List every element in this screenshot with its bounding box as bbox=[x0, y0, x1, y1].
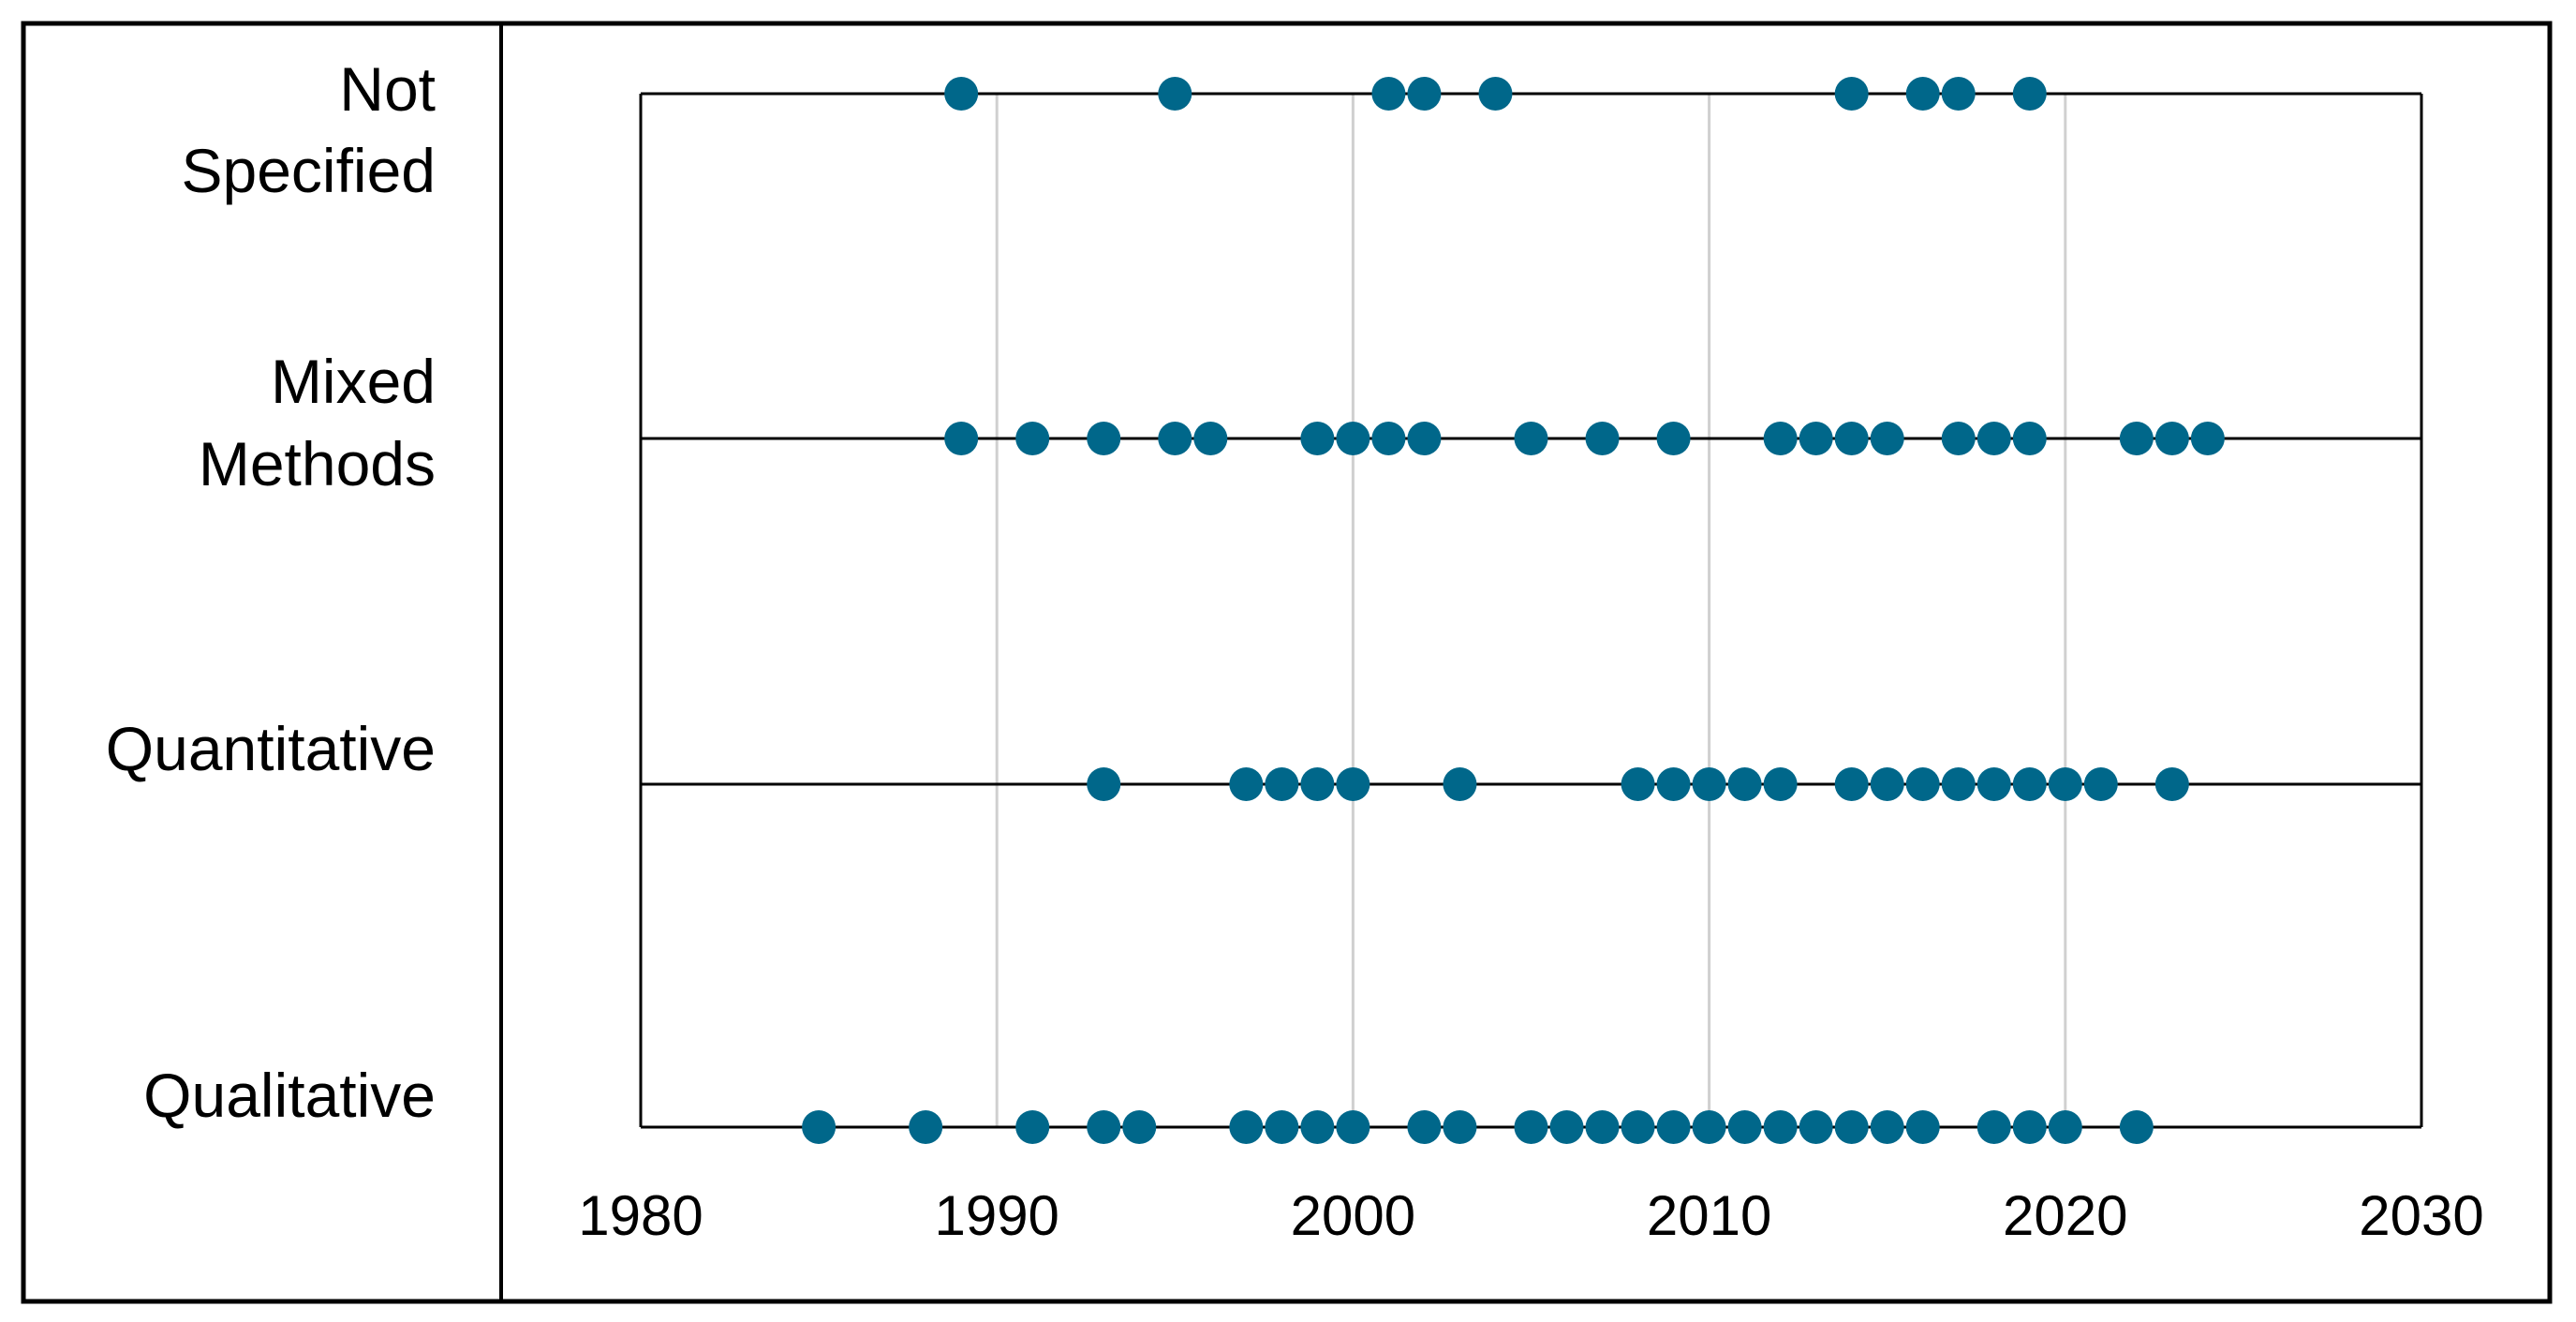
data-point bbox=[1300, 422, 1335, 455]
data-point bbox=[1799, 422, 1833, 455]
data-point bbox=[944, 77, 979, 111]
data-point bbox=[2154, 422, 2189, 455]
data-point bbox=[1265, 1110, 1299, 1144]
data-point bbox=[2012, 422, 2047, 455]
data-point bbox=[1407, 422, 1442, 455]
data-point bbox=[1158, 422, 1192, 455]
data-point bbox=[1870, 422, 1904, 455]
data-point bbox=[1514, 1110, 1548, 1144]
data-point bbox=[1336, 422, 1370, 455]
data-point bbox=[2012, 1110, 2047, 1144]
x-tick-label: 1980 bbox=[578, 1184, 703, 1247]
data-point bbox=[1834, 1110, 1869, 1144]
category-label: Specified bbox=[181, 136, 436, 205]
data-point bbox=[1158, 77, 1192, 111]
data-point bbox=[1549, 1110, 1584, 1144]
category-label: Not bbox=[339, 54, 436, 124]
x-tick-label: 2030 bbox=[2359, 1184, 2483, 1247]
data-point bbox=[2119, 422, 2154, 455]
data-point bbox=[1122, 1110, 1157, 1144]
data-point bbox=[1407, 77, 1442, 111]
category-label: Methods bbox=[199, 429, 436, 498]
data-point bbox=[1870, 767, 1904, 801]
data-point bbox=[1300, 767, 1335, 801]
data-point bbox=[1905, 1110, 1940, 1144]
data-point bbox=[1727, 767, 1762, 801]
data-point bbox=[1621, 767, 1655, 801]
x-tick-label: 2010 bbox=[1647, 1184, 1771, 1247]
x-tick-label: 2020 bbox=[2003, 1184, 2127, 1247]
data-point bbox=[1407, 1110, 1442, 1144]
data-point bbox=[1941, 767, 1976, 801]
data-point bbox=[1976, 422, 2011, 455]
data-point bbox=[1621, 1110, 1655, 1144]
data-point bbox=[1087, 767, 1121, 801]
data-point bbox=[2048, 1110, 2082, 1144]
data-point bbox=[1300, 1110, 1335, 1144]
data-point bbox=[1371, 422, 1406, 455]
data-point bbox=[1478, 77, 1513, 111]
data-point bbox=[1834, 77, 1869, 111]
data-point bbox=[1941, 422, 1976, 455]
data-point bbox=[1336, 1110, 1370, 1144]
data-point bbox=[909, 1110, 943, 1144]
data-point bbox=[1799, 1110, 1833, 1144]
data-point bbox=[1015, 1110, 1050, 1144]
data-point bbox=[944, 422, 979, 455]
data-point bbox=[1976, 767, 2011, 801]
data-point bbox=[1834, 767, 1869, 801]
data-point bbox=[1229, 767, 1264, 801]
data-point bbox=[2012, 77, 2047, 111]
data-point bbox=[2048, 767, 2082, 801]
data-point bbox=[1656, 1110, 1691, 1144]
category-label: Quantitative bbox=[106, 714, 436, 783]
data-point bbox=[1905, 77, 1940, 111]
data-point bbox=[2083, 767, 2118, 801]
outer-frame bbox=[21, 21, 2553, 1304]
data-point bbox=[2154, 767, 2189, 801]
data-point bbox=[1763, 1110, 1798, 1144]
data-point bbox=[1870, 1110, 1904, 1144]
data-point bbox=[1656, 422, 1691, 455]
data-point bbox=[1763, 422, 1798, 455]
data-point bbox=[1763, 767, 1798, 801]
data-point bbox=[1015, 422, 1050, 455]
data-point bbox=[1229, 1110, 1264, 1144]
data-point bbox=[1443, 1110, 1477, 1144]
data-point bbox=[1656, 767, 1691, 801]
data-point bbox=[1692, 767, 1726, 801]
data-point bbox=[2119, 1110, 2154, 1144]
data-point bbox=[2012, 767, 2047, 801]
data-point bbox=[1087, 1110, 1121, 1144]
data-point bbox=[1692, 1110, 1726, 1144]
x-tick-label: 1990 bbox=[934, 1184, 1059, 1247]
category-label: Qualitative bbox=[143, 1061, 436, 1130]
data-point bbox=[1585, 422, 1620, 455]
x-tick-label: 2000 bbox=[1291, 1184, 1415, 1247]
data-point bbox=[1976, 1110, 2011, 1144]
data-point bbox=[1371, 77, 1406, 111]
data-point bbox=[1514, 422, 1548, 455]
data-point bbox=[1585, 1110, 1620, 1144]
category-label: Mixed bbox=[271, 347, 436, 416]
data-point bbox=[1834, 422, 1869, 455]
data-point bbox=[1941, 77, 1976, 111]
data-point bbox=[1336, 767, 1370, 801]
data-point bbox=[1087, 422, 1121, 455]
data-point bbox=[1905, 767, 1940, 801]
data-point bbox=[1193, 422, 1228, 455]
data-point bbox=[802, 1110, 836, 1144]
data-point bbox=[1727, 1110, 1762, 1144]
data-point bbox=[2190, 422, 2225, 455]
data-point bbox=[1265, 767, 1299, 801]
data-point bbox=[1443, 767, 1477, 801]
